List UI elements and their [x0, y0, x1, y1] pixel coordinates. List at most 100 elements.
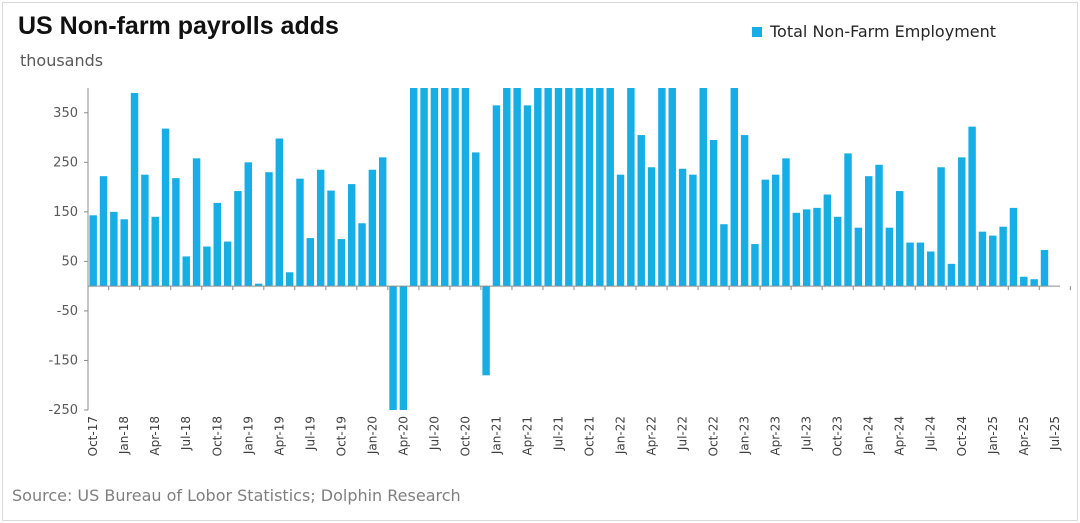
bar [265, 172, 273, 287]
bar [1030, 279, 1038, 287]
x-tick-label: Jul-18 [179, 416, 193, 451]
x-tick-label: Jul-24 [924, 416, 938, 451]
bar [751, 244, 759, 287]
bar [141, 174, 149, 287]
bar [316, 169, 325, 287]
bar [120, 219, 128, 287]
bar [161, 128, 170, 287]
bar [947, 263, 956, 287]
bar [534, 88, 542, 287]
bar [989, 235, 997, 287]
x-tick-label: Apr-21 [520, 416, 534, 456]
bar [306, 238, 315, 287]
bar [1020, 276, 1028, 287]
x-tick-label: Jul-21 [551, 416, 565, 451]
x-tick-label: Apr-20 [396, 416, 410, 456]
chart-subtitle: thousands [20, 51, 104, 70]
legend-label: Total Non-Farm Employment [770, 22, 997, 41]
bar [554, 88, 563, 287]
bar [523, 105, 532, 287]
y-tick-label: -250 [48, 403, 78, 418]
x-tick-label: Oct-21 [583, 416, 597, 456]
bar [627, 88, 635, 287]
bar [668, 88, 676, 287]
x-tick-label: Jan-24 [862, 416, 876, 455]
bar [802, 209, 811, 287]
bar [410, 88, 418, 287]
bar [585, 88, 594, 287]
bar [1009, 207, 1018, 287]
bar [492, 105, 501, 287]
x-tick-label: Apr-25 [1017, 416, 1031, 456]
bar [1040, 249, 1049, 287]
x-tick-label: Jan-23 [738, 416, 752, 455]
bar [451, 88, 459, 287]
chart-title: US Non-farm payrolls adds [18, 12, 339, 40]
bar [234, 191, 242, 287]
bar [854, 227, 863, 287]
bar [182, 256, 190, 287]
bar [203, 246, 211, 287]
y-tick-label: 350 [53, 106, 78, 121]
bar [885, 227, 894, 287]
bar [461, 88, 470, 287]
x-tick-label: Apr-24 [893, 416, 907, 456]
bar [709, 140, 718, 287]
x-tick-label: Apr-18 [148, 416, 162, 456]
bar [875, 164, 883, 287]
x-tick-label: Jul-25 [1048, 416, 1062, 451]
bar [771, 174, 780, 287]
bar [978, 231, 987, 287]
chart-legend: Total Non-Farm Employment [752, 22, 996, 41]
bar [378, 157, 387, 287]
bar [937, 167, 945, 287]
legend-swatch [752, 26, 762, 37]
bar [740, 135, 749, 287]
x-tick-label: Jul-20 [427, 416, 441, 451]
bar [678, 168, 687, 287]
x-tick-label: Jul-23 [800, 416, 814, 451]
bar [575, 88, 583, 287]
bar [389, 286, 397, 410]
y-tick-label: -150 [48, 353, 78, 368]
y-tick-label: 250 [53, 155, 78, 170]
bar [172, 178, 180, 287]
bar [368, 169, 377, 287]
bar [906, 242, 914, 287]
bar [244, 162, 252, 287]
bar [658, 88, 666, 287]
bar [792, 212, 801, 287]
y-tick-label: 50 [61, 254, 78, 269]
bar [192, 158, 201, 287]
bar [544, 88, 552, 287]
x-tick-label: Jan-19 [241, 416, 255, 455]
bar [565, 88, 573, 287]
bar [472, 152, 480, 287]
bar [823, 194, 832, 287]
bar [151, 216, 159, 287]
x-tick-label: Apr-22 [645, 416, 659, 456]
bar [844, 153, 852, 287]
bar [896, 191, 904, 287]
bar [296, 178, 304, 287]
y-tick-label: 150 [53, 205, 78, 220]
source-note: Source: US Bureau of Lobor Statistics; D… [12, 486, 461, 505]
x-tick-label: Oct-17 [86, 416, 100, 456]
bar [730, 88, 738, 287]
bar [441, 88, 449, 287]
bar [968, 126, 976, 287]
bar [337, 239, 346, 287]
bar [782, 158, 790, 287]
x-tick-label: Jul-19 [303, 416, 317, 451]
x-tick-label: Oct-23 [831, 416, 845, 456]
bar [927, 251, 935, 287]
x-tick-label: Jan-25 [986, 416, 1000, 455]
bar [482, 286, 490, 376]
bar [285, 272, 294, 287]
bar [254, 283, 263, 287]
bar [647, 167, 656, 287]
bar [813, 207, 821, 287]
x-tick-label: Oct-24 [955, 416, 969, 456]
bar [213, 202, 221, 287]
